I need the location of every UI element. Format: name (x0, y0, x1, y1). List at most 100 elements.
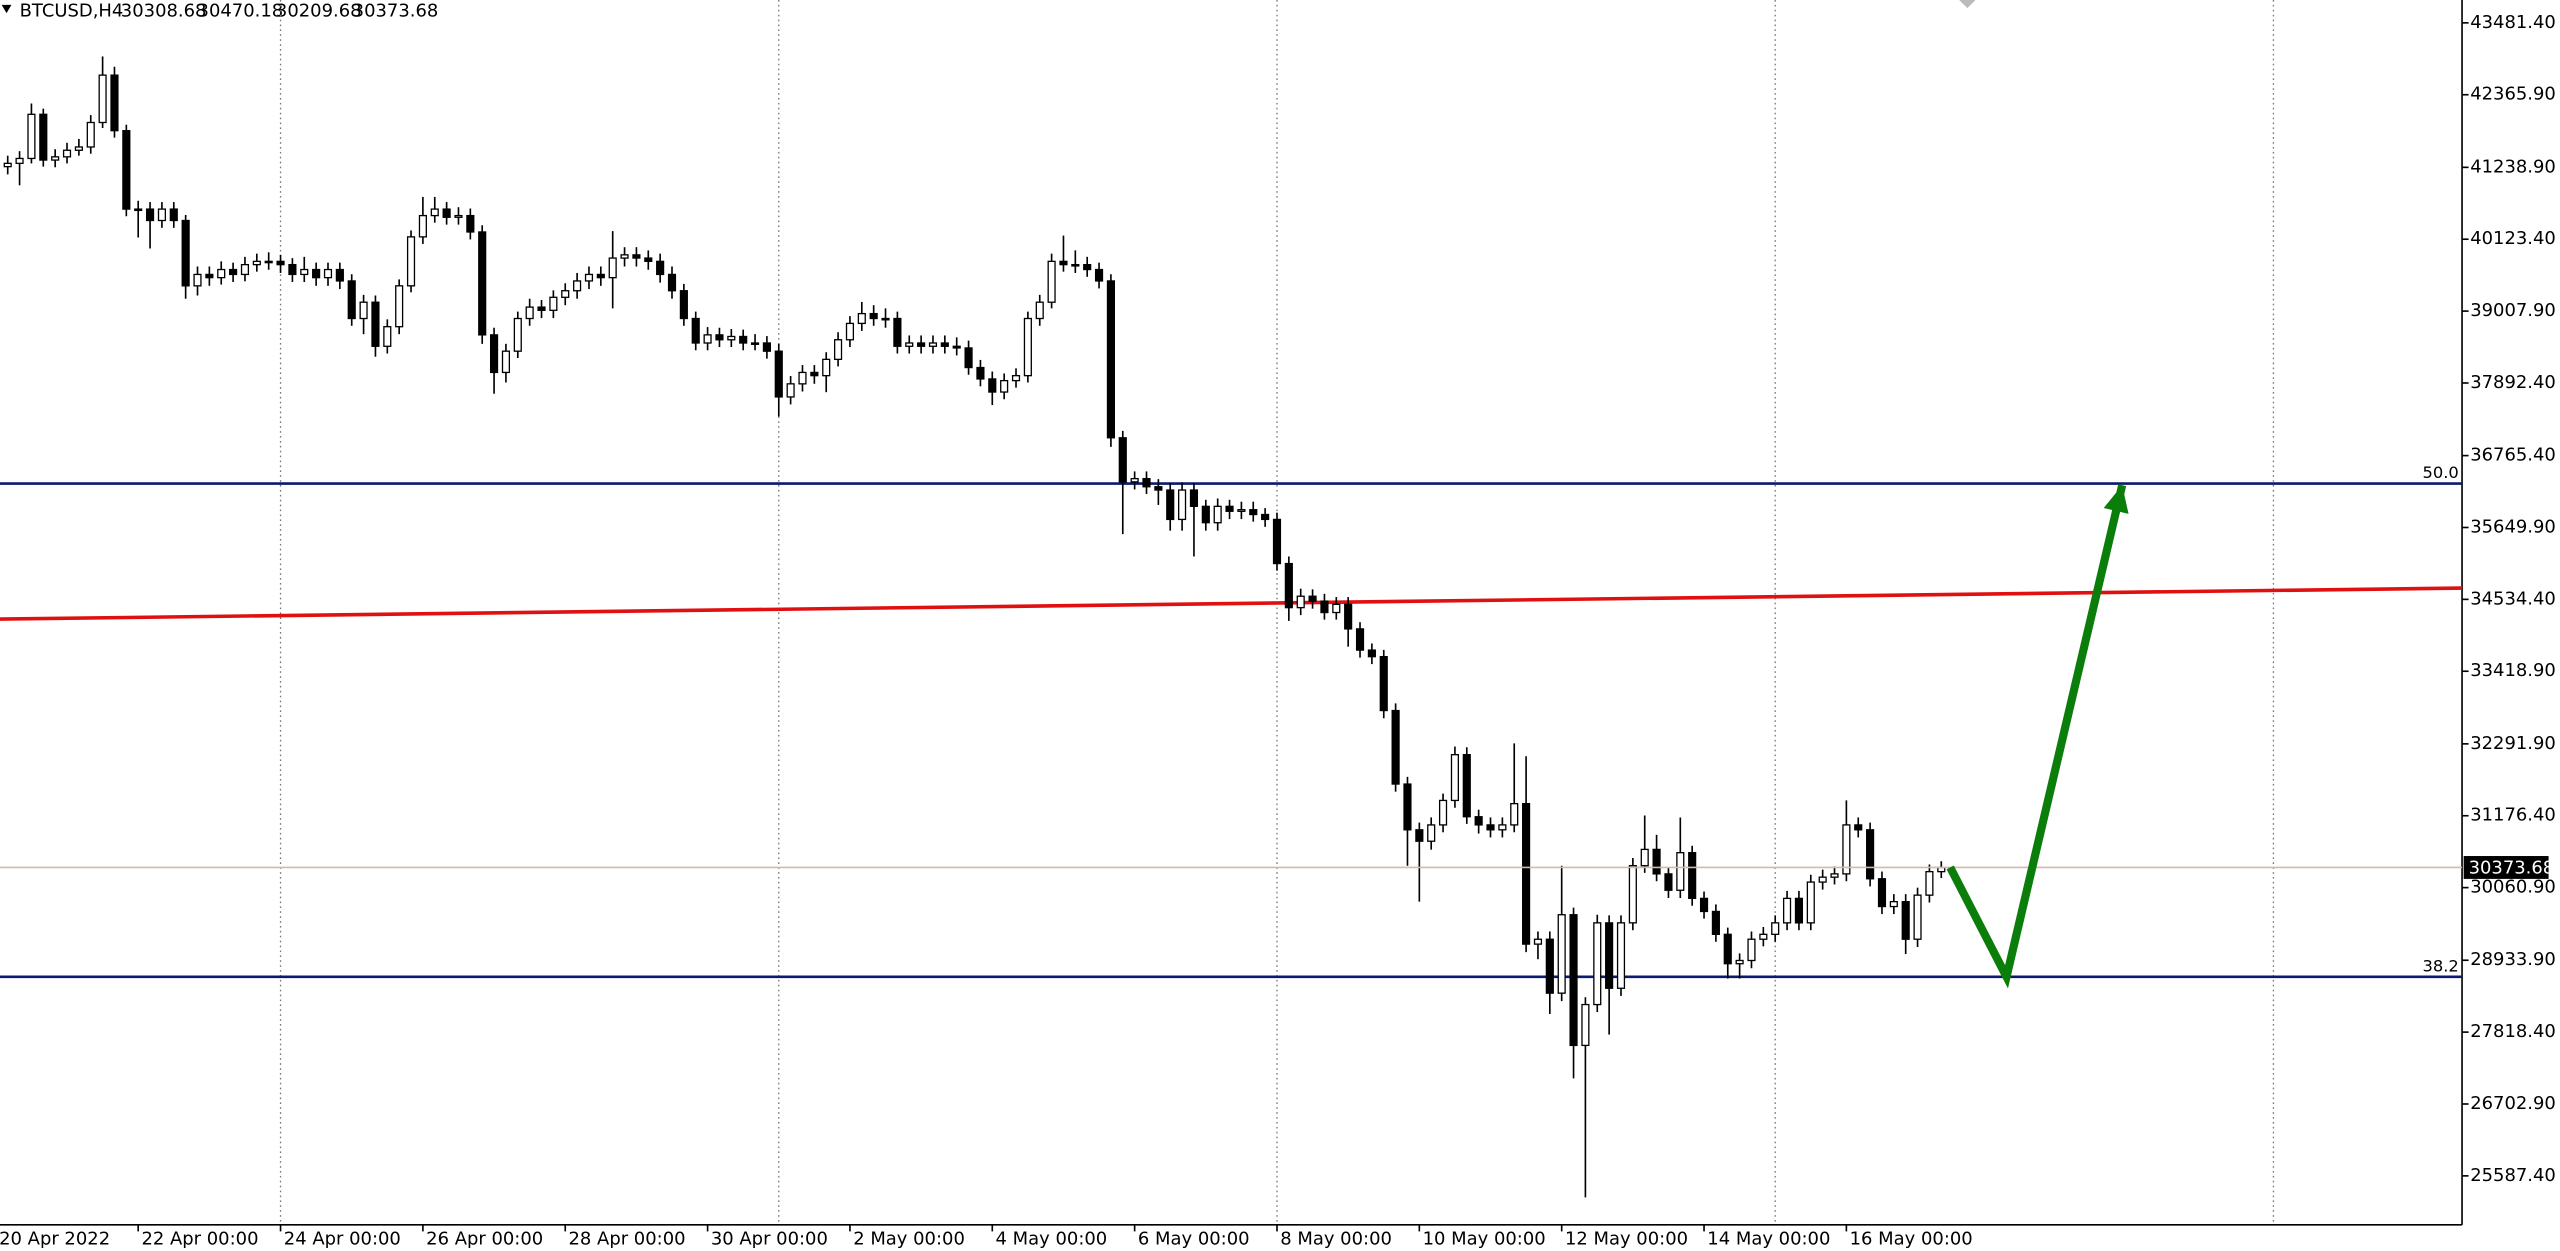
candle-body (632, 254, 641, 259)
price-box (2463, 856, 2549, 879)
candle-body (1533, 938, 1543, 945)
candle-body (323, 268, 333, 279)
candle-body (501, 350, 511, 374)
y-tick-label: 25587.40 (2470, 1165, 2556, 1186)
candle-body (1486, 824, 1495, 831)
y-tick-label: 43481.40 (2470, 12, 2556, 33)
candle-body (1854, 824, 1863, 831)
candle-body (691, 317, 700, 344)
candle-body (347, 280, 356, 320)
candle-body (1450, 754, 1460, 802)
candle-body (466, 214, 475, 233)
candle-body (1581, 1003, 1590, 1047)
candle-body (1616, 922, 1626, 989)
candle-body (371, 301, 380, 347)
candle-body (1474, 816, 1483, 826)
candle-body (1913, 894, 1922, 940)
candle-body (679, 290, 688, 320)
candle-body (1083, 263, 1092, 271)
candle-body (1237, 509, 1246, 512)
candle-body (27, 113, 36, 160)
candle-body (1403, 783, 1412, 831)
candle-body (1130, 477, 1139, 483)
arrow-head (2103, 485, 2129, 514)
candle-body (774, 350, 783, 398)
candle-body (110, 74, 119, 132)
candle-body (1676, 852, 1685, 891)
candle-body (1889, 901, 1898, 908)
candle-body (1557, 914, 1566, 994)
candle-body (1771, 922, 1780, 935)
candle-body (478, 231, 487, 336)
candle-body (596, 273, 605, 279)
candle-body (1438, 799, 1448, 826)
x-tick-label: 8 May 00:00 (1280, 1229, 1392, 1250)
candle-body (537, 306, 546, 311)
candle-body (1640, 848, 1649, 867)
candle-body (976, 366, 985, 380)
candle-body (489, 334, 499, 374)
candle-body (881, 317, 890, 321)
candle-body (1688, 852, 1697, 900)
candle-body (1462, 754, 1471, 818)
candle-body (1830, 873, 1839, 878)
shift-marker (1959, 0, 1976, 9)
candle-body (62, 149, 72, 158)
header-low: 30209.68 (276, 0, 362, 21)
symbol-menu-triangle[interactable] (1, 4, 12, 14)
x-tick-label: 2 May 00:00 (853, 1229, 965, 1250)
candle-body (1178, 489, 1187, 521)
candle-body (1842, 824, 1851, 875)
candle-body (1367, 649, 1376, 658)
candle-body (359, 301, 368, 320)
header-open: 30308.68 (121, 0, 207, 21)
candle-body (667, 273, 677, 292)
candle-body (1415, 829, 1424, 842)
candle-body (513, 317, 522, 352)
y-tick-label: 31176.40 (2470, 805, 2556, 826)
candle-body (312, 268, 321, 279)
y-tick-label: 40123.40 (2470, 228, 2556, 249)
candle-body (454, 214, 463, 218)
y-tick-label: 36765.40 (2470, 445, 2556, 466)
y-tick-label: 27818.40 (2470, 1021, 2556, 1042)
candle-body (1747, 938, 1756, 962)
candle-body (905, 342, 914, 347)
candle-body (786, 383, 795, 398)
x-tick-label: 14 May 00:00 (1707, 1229, 1830, 1250)
fib-level-label: 38.2 (2422, 956, 2458, 975)
candle-body (833, 339, 843, 361)
candle-body (1154, 486, 1163, 491)
candle-body (1355, 628, 1365, 651)
candle-body (134, 208, 143, 212)
candle-body (122, 130, 131, 210)
candle-body (1901, 901, 1910, 940)
candle-body (525, 306, 534, 320)
candle-body (1818, 876, 1827, 883)
candle-body (1059, 260, 1068, 266)
price-box-label: 30373.68 (2469, 857, 2555, 878)
y-tick-label: 34534.40 (2470, 588, 2556, 609)
candle-body (51, 156, 60, 161)
x-tick-label: 30 Apr 00:00 (711, 1229, 828, 1250)
candle-body (383, 326, 392, 347)
candle-body (1094, 268, 1104, 282)
candle-body (86, 121, 95, 148)
candle-body (1320, 600, 1329, 614)
candle-body (1877, 878, 1887, 908)
candle-body (1035, 301, 1044, 320)
candle-body (1545, 938, 1554, 994)
x-tick-label: 26 Apr 00:00 (426, 1229, 543, 1250)
candle-body (869, 312, 878, 320)
y-tick-label: 35649.90 (2470, 516, 2556, 537)
trendline (0, 586, 2463, 621)
candle-body (1272, 518, 1282, 565)
candle-body (145, 208, 155, 222)
candle-body (1866, 829, 1875, 880)
candle-body (252, 260, 261, 266)
candle-body (893, 317, 902, 347)
x-tick-label: 4 May 00:00 (996, 1229, 1108, 1250)
